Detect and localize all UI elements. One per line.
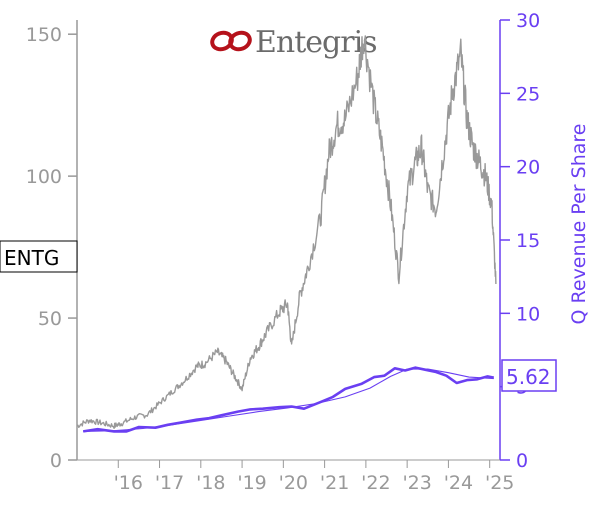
left-axis-ticks: 0 50 100 150 <box>26 24 77 472</box>
right-tick-label: 10 <box>516 303 540 325</box>
left-tick-label: 50 <box>38 308 62 330</box>
last-value-frame <box>501 359 557 392</box>
x-axis-ticks: '16 '17 '18 '19 '20 '21 '22 '23 '24 '25 <box>114 460 514 494</box>
x-tick-label: '19 <box>237 472 266 494</box>
series-line-price <box>76 35 497 429</box>
left-tick-label: 0 <box>50 450 62 472</box>
logo-text: Entegris <box>255 25 377 60</box>
ticker-box-frame <box>0 240 78 273</box>
left-tick-label: 100 <box>26 166 62 188</box>
x-tick-label: '22 <box>361 472 390 494</box>
right-tick-label: 20 <box>516 157 540 179</box>
right-tick-label: 15 <box>516 230 540 252</box>
x-tick-label: '21 <box>320 472 349 494</box>
right-tick-label: 30 <box>516 10 540 32</box>
x-tick-label: '20 <box>279 472 308 494</box>
left-tick-label: 150 <box>26 24 62 46</box>
last-value-label: 5.62 <box>506 365 551 389</box>
ticker-label: ENTG <box>4 246 59 270</box>
x-tick-label: '17 <box>155 472 184 494</box>
right-axis-label: Q Revenue Per Share <box>568 124 590 325</box>
right-tick-label: 25 <box>516 83 540 105</box>
x-tick-label: '18 <box>196 472 225 494</box>
x-tick-label: '16 <box>114 472 143 494</box>
series-line-revenue <box>83 366 495 433</box>
x-tick-label: '24 <box>444 472 473 494</box>
right-tick-label: 0 <box>516 450 528 472</box>
series-line-revenue_trend <box>83 368 494 432</box>
series-layer <box>76 35 497 433</box>
last-value-box: 5.62 <box>501 359 557 392</box>
right-axis-ticks: 051015202530 <box>500 10 540 472</box>
logo-ring-right <box>228 30 252 52</box>
x-tick-label: '23 <box>402 472 431 494</box>
entegris-logo: Entegris <box>210 25 378 60</box>
ticker-box: ENTG <box>0 240 78 273</box>
x-tick-label: '25 <box>485 472 514 494</box>
